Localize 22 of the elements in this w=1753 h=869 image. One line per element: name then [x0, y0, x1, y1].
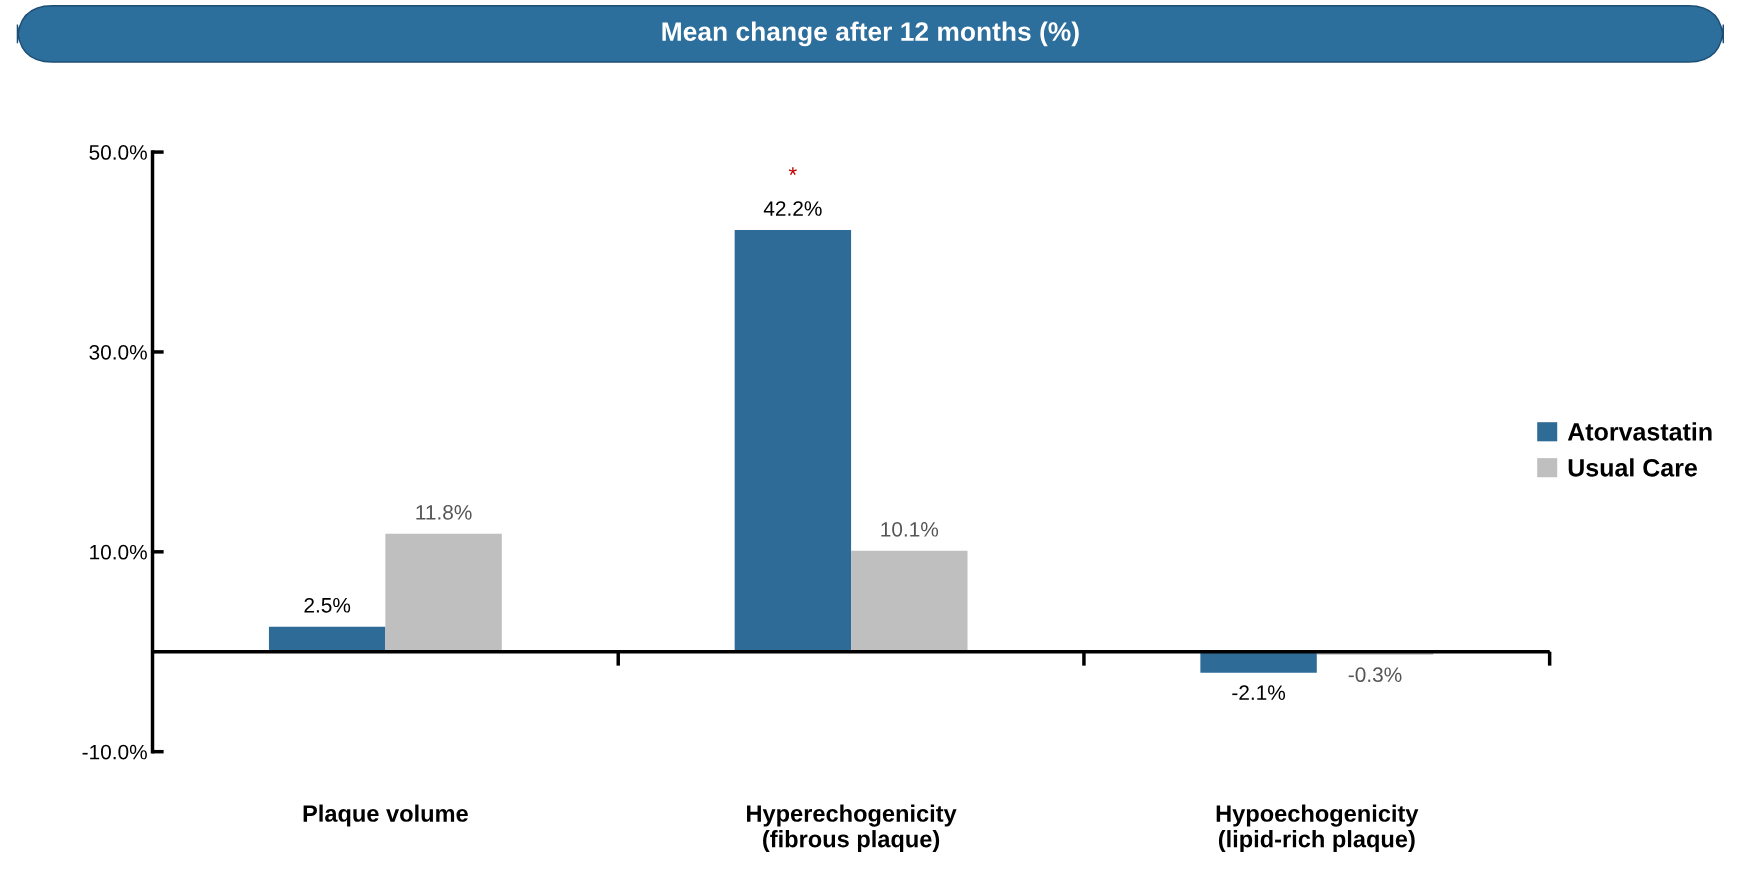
data-label: 11.8%	[416, 504, 472, 520]
legend-label: Usual Care	[1568, 458, 1697, 477]
annotation: *	[788, 167, 797, 175]
x-tick-label: Hypoechogenicity (lipid-rich plaque)	[1216, 804, 1419, 853]
y-tick-label: -10.0%	[82, 744, 147, 760]
chart-title: Mean change after 12 months (%)	[662, 21, 1079, 47]
data-label: -2.1%	[1232, 685, 1286, 700]
bar	[851, 550, 968, 652]
data-label: 42.2%	[763, 201, 822, 216]
data-label: 2.5%	[304, 597, 351, 613]
bar	[268, 626, 386, 652]
y-tick-label: 30.0%	[89, 344, 147, 360]
data-label: 10.1%	[881, 521, 939, 537]
data-label: -0.3%	[1348, 667, 1402, 683]
x-tick-label: Hyperechogenicity (fibrous plaque)	[747, 804, 957, 853]
y-tick-label: 50.0%	[89, 145, 147, 160]
bar	[385, 533, 502, 652]
bar	[734, 230, 852, 652]
bar	[1200, 651, 1317, 673]
legend-label: Atorvastatin	[1567, 422, 1712, 441]
y-tick-label: 10.0%	[90, 544, 147, 560]
x-tick-label: Plaque volume	[303, 804, 468, 827]
